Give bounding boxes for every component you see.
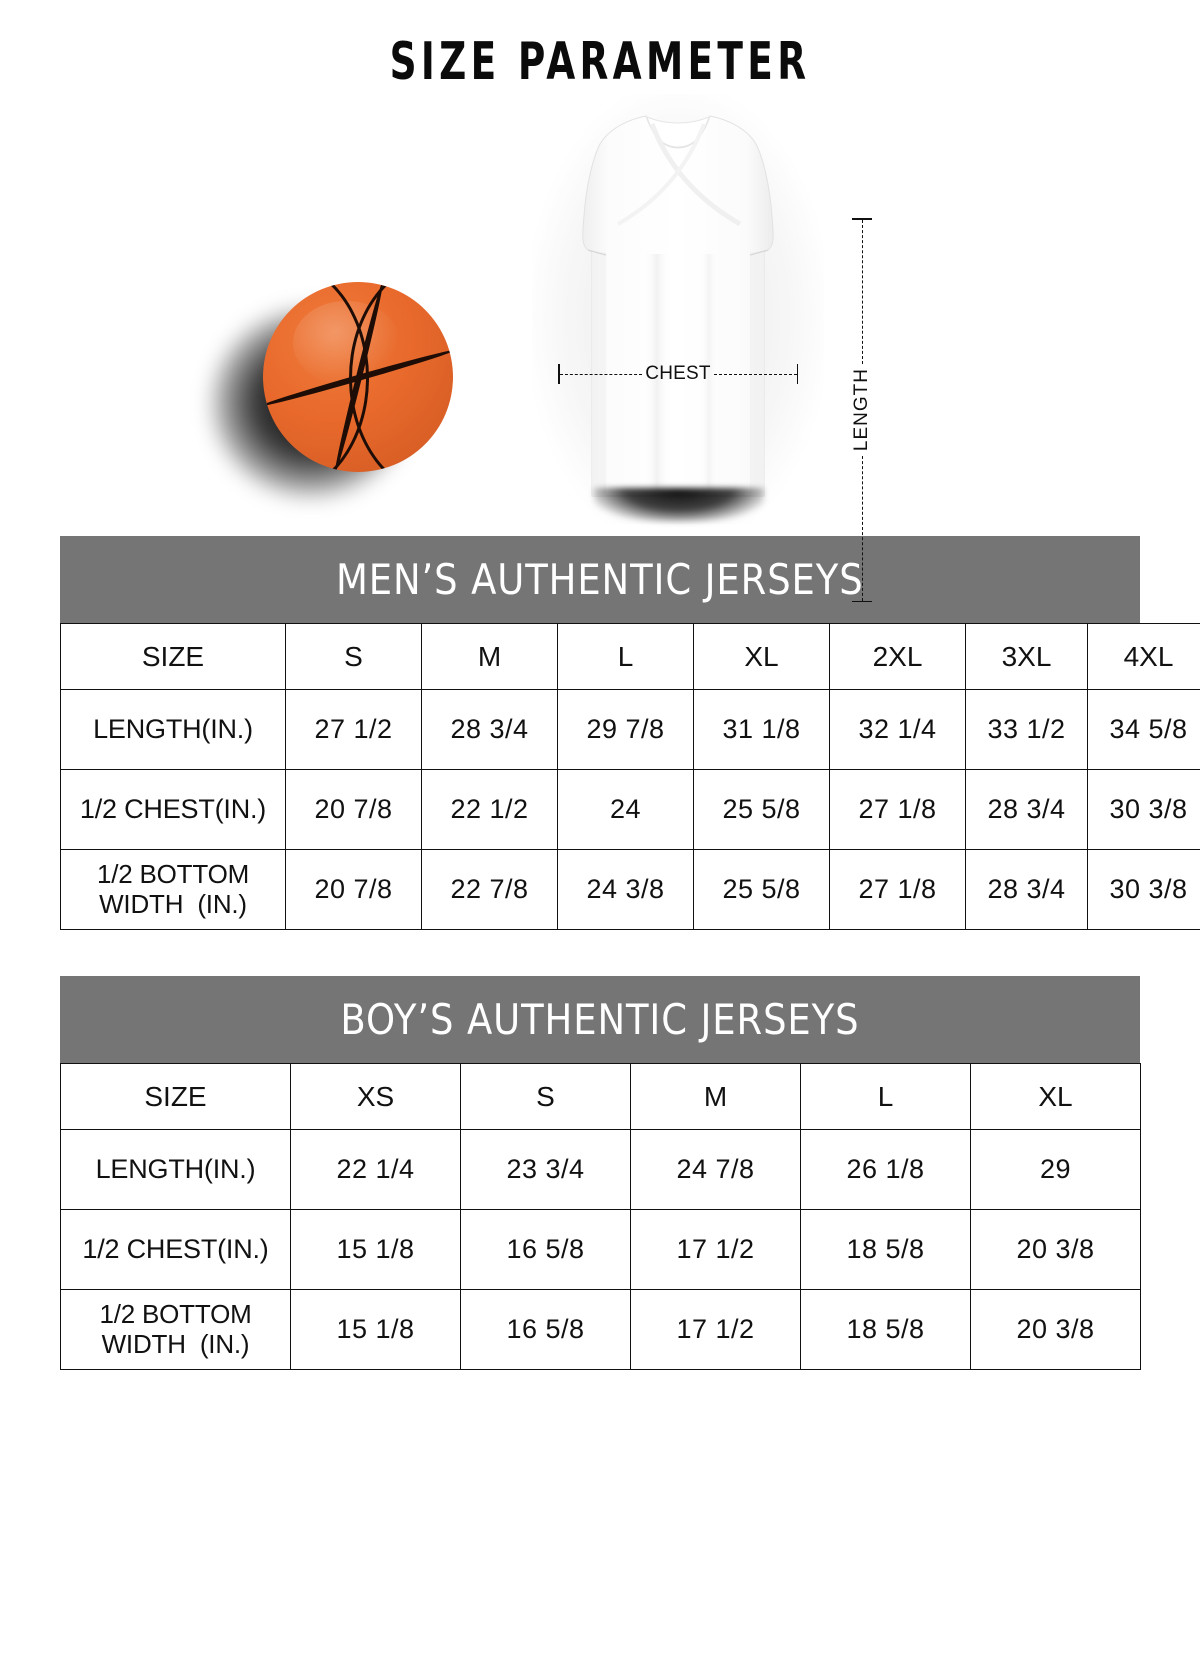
chest-cap-right — [796, 364, 798, 384]
boys-col-head-5: XL — [970, 1063, 1141, 1130]
chest-measure-line: CHEST — [558, 363, 798, 384]
mens-row-label-bottom-width: 1/2 BOTTOM WIDTH (IN.) — [60, 849, 286, 930]
boys-length-m: 24 7/8 — [630, 1129, 801, 1210]
chest-dash-left — [559, 373, 643, 375]
length-dash-top — [861, 219, 863, 365]
boys-header-row: SIZE XS S M L XL — [60, 1063, 1141, 1130]
mens-chest-s: 20 7/8 — [285, 769, 422, 850]
mens-col-head-0: SIZE — [60, 623, 286, 690]
boys-chest-m: 17 1/2 — [630, 1209, 801, 1290]
mens-length-3xl: 33 1/2 — [965, 689, 1088, 770]
boys-chest-l: 18 5/8 — [800, 1209, 971, 1290]
length-measure-line: LENGTH — [851, 218, 872, 603]
mens-length-4xl: 34 5/8 — [1087, 689, 1200, 770]
mens-chest-3xl: 28 3/4 — [965, 769, 1088, 850]
boys-length-xl: 29 — [970, 1129, 1141, 1210]
mens-row-label-bottom-line2: WIDTH (IN.) — [99, 888, 247, 919]
boys-table-title: BOY’S AUTHENTIC JERSEYS — [340, 995, 860, 1044]
mens-table-title-band: MEN’S AUTHENTIC JERSEYS — [60, 536, 1140, 623]
mens-col-head-6: 3XL — [965, 623, 1088, 690]
mens-col-head-4: XL — [693, 623, 830, 690]
length-cap-top — [852, 218, 872, 220]
mens-length-l: 29 7/8 — [557, 689, 694, 770]
mens-col-head-1: S — [285, 623, 422, 690]
jersey-illustration — [532, 94, 824, 524]
mens-chest-2xl: 27 1/8 — [829, 769, 966, 850]
table-row: 1/2 CHEST(IN.) 15 1/8 16 5/8 17 1/2 18 5… — [60, 1209, 1141, 1290]
mens-bottom-4xl: 30 3/8 — [1087, 849, 1200, 930]
mens-bottom-3xl: 28 3/4 — [965, 849, 1088, 930]
mens-header-row: SIZE S M L XL 2XL 3XL 4XL — [60, 623, 1200, 690]
mens-row-label-bottom-line1: 1/2 BOTTOM — [96, 859, 250, 890]
length-cap-bottom — [852, 600, 872, 603]
boys-bottom-s: 16 5/8 — [460, 1289, 631, 1370]
basketball-illustration — [205, 262, 465, 512]
jersey-bottom-shadow — [594, 488, 764, 522]
boys-size-table-block: BOY’S AUTHENTIC JERSEYS SIZE XS S M L XL… — [60, 976, 1141, 1370]
mens-col-head-5: 2XL — [829, 623, 966, 690]
boys-col-head-1: XS — [290, 1063, 461, 1130]
chest-label: CHEST — [645, 363, 711, 384]
mens-chest-l: 24 — [557, 769, 694, 850]
mens-chest-xl: 25 5/8 — [693, 769, 830, 850]
mens-bottom-2xl: 27 1/8 — [829, 849, 966, 930]
mens-col-head-7: 4XL — [1087, 623, 1200, 690]
boys-bottom-xl: 20 3/8 — [970, 1289, 1141, 1370]
table-row: 1/2 BOTTOM WIDTH (IN.) 15 1/8 16 5/8 17 … — [60, 1289, 1141, 1370]
mens-table-title: MEN’S AUTHENTIC JERSEYS — [336, 555, 864, 604]
chest-cap-left — [558, 364, 560, 384]
mens-length-xl: 31 1/8 — [693, 689, 830, 770]
mens-bottom-m: 22 7/8 — [421, 849, 558, 930]
table-row: LENGTH(IN.) 22 1/4 23 3/4 24 7/8 26 1/8 … — [60, 1129, 1141, 1210]
boys-bottom-xs: 15 1/8 — [290, 1289, 461, 1370]
boys-row-label-bottom-line2: WIDTH (IN.) — [101, 1328, 250, 1359]
basketball-seam-right-curve — [349, 282, 453, 472]
mens-row-label-length: LENGTH(IN.) — [60, 689, 286, 770]
boys-row-label-bottom-line1: 1/2 BOTTOM — [99, 1299, 252, 1330]
table-row: 1/2 BOTTOM WIDTH (IN.) 20 7/8 22 7/8 24 … — [60, 849, 1200, 930]
mens-length-2xl: 32 1/4 — [829, 689, 966, 770]
boys-size-table: SIZE XS S M L XL LENGTH(IN.) 22 1/4 23 3… — [60, 1063, 1141, 1370]
mens-bottom-s: 20 7/8 — [285, 849, 422, 930]
illustration-area: CHEST LENGTH — [0, 92, 1200, 603]
page-title: SIZE PARAMETER — [389, 32, 811, 92]
boys-chest-xl: 20 3/8 — [970, 1209, 1141, 1290]
mens-bottom-xl: 25 5/8 — [693, 849, 830, 930]
boys-length-l: 26 1/8 — [800, 1129, 971, 1210]
length-dash-bottom — [861, 455, 863, 601]
jersey-graphic — [582, 115, 774, 497]
mens-row-label-chest: 1/2 CHEST(IN.) — [60, 769, 286, 850]
mens-bottom-l: 24 3/8 — [557, 849, 694, 930]
boys-chest-xs: 15 1/8 — [290, 1209, 461, 1290]
boys-bottom-l: 18 5/8 — [800, 1289, 971, 1370]
boys-col-head-0: SIZE — [60, 1063, 291, 1130]
boys-length-s: 23 3/4 — [460, 1129, 631, 1210]
boys-row-label-bottom-width: 1/2 BOTTOM WIDTH (IN.) — [60, 1289, 291, 1370]
mens-length-s: 27 1/2 — [285, 689, 422, 770]
chest-dash-right — [713, 373, 797, 375]
boys-col-head-3: M — [630, 1063, 801, 1130]
boys-row-label-length: LENGTH(IN.) — [60, 1129, 291, 1210]
boys-table-title-band: BOY’S AUTHENTIC JERSEYS — [60, 976, 1140, 1063]
boys-row-label-chest: 1/2 CHEST(IN.) — [60, 1209, 291, 1290]
table-row: LENGTH(IN.) 27 1/2 28 3/4 29 7/8 31 1/8 … — [60, 689, 1200, 770]
boys-col-head-2: S — [460, 1063, 631, 1130]
boys-bottom-m: 17 1/2 — [630, 1289, 801, 1370]
length-label: LENGTH — [851, 368, 872, 452]
mens-length-m: 28 3/4 — [421, 689, 558, 770]
boys-col-head-4: L — [800, 1063, 971, 1130]
basketball-icon — [263, 282, 453, 472]
mens-chest-m: 22 1/2 — [421, 769, 558, 850]
mens-col-head-2: M — [421, 623, 558, 690]
table-row: 1/2 CHEST(IN.) 20 7/8 22 1/2 24 25 5/8 2… — [60, 769, 1200, 850]
mens-chest-4xl: 30 3/8 — [1087, 769, 1200, 850]
mens-size-table: SIZE S M L XL 2XL 3XL 4XL LENGTH(IN.) 27… — [60, 623, 1200, 930]
mens-col-head-3: L — [557, 623, 694, 690]
boys-chest-s: 16 5/8 — [460, 1209, 631, 1290]
boys-length-xs: 22 1/4 — [290, 1129, 461, 1210]
mens-size-table-block: MEN’S AUTHENTIC JERSEYS SIZE S M L XL 2X… — [60, 536, 1200, 930]
